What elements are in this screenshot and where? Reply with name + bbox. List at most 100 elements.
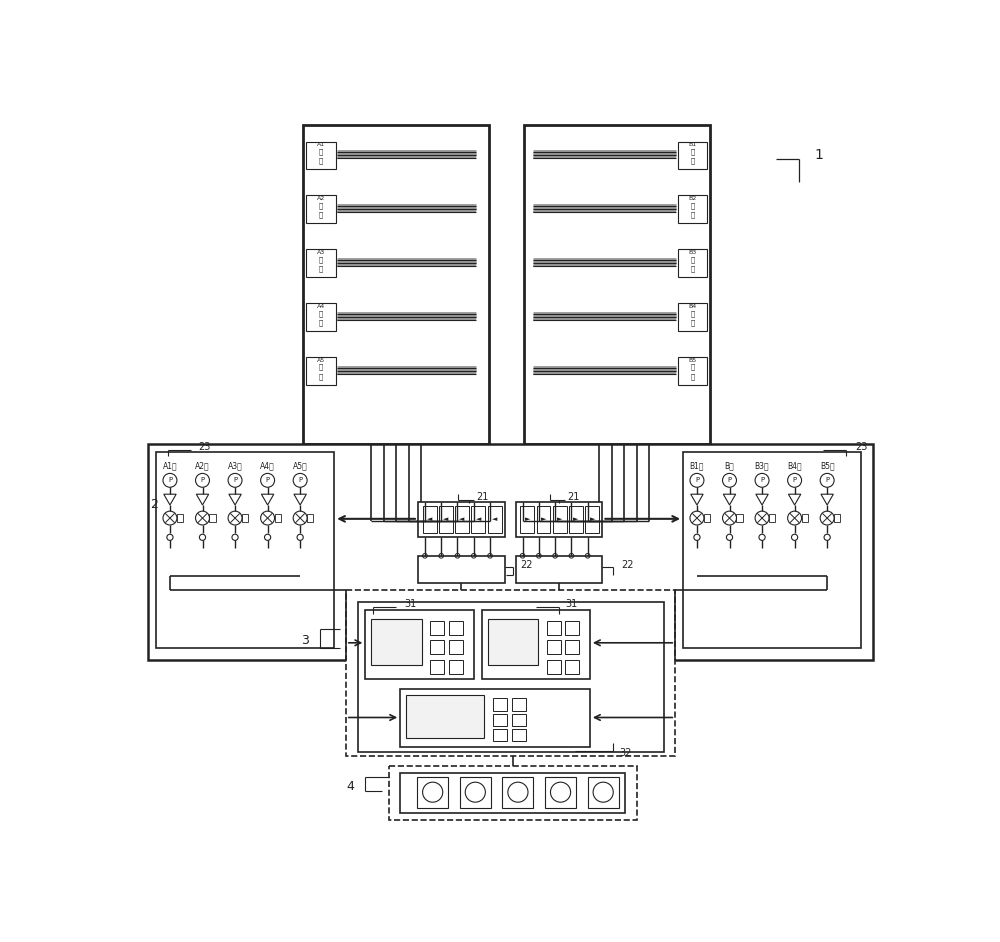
- Bar: [553, 506, 567, 532]
- Bar: [769, 514, 775, 522]
- Bar: [545, 777, 576, 807]
- Bar: [585, 506, 599, 532]
- Text: ►: ►: [590, 516, 595, 522]
- Text: 2: 2: [150, 497, 158, 511]
- Text: 传: 传: [690, 364, 694, 370]
- Text: 32: 32: [619, 748, 632, 758]
- Text: 感: 感: [690, 157, 694, 164]
- Text: B4区: B4区: [787, 462, 802, 470]
- Text: B区: B区: [725, 462, 734, 470]
- Text: 传: 传: [319, 310, 323, 317]
- Text: 3: 3: [302, 634, 309, 647]
- Bar: [678, 141, 707, 170]
- Bar: [524, 124, 710, 444]
- Text: 传: 传: [690, 310, 694, 317]
- Bar: [430, 659, 444, 674]
- Text: B2: B2: [688, 196, 696, 201]
- Bar: [516, 502, 602, 537]
- Text: P: P: [760, 478, 764, 483]
- Text: B5区: B5区: [820, 462, 834, 470]
- Text: 22: 22: [520, 560, 533, 570]
- Bar: [455, 506, 469, 532]
- Text: B1: B1: [688, 142, 696, 147]
- Text: P: P: [266, 478, 270, 483]
- Text: ◄: ◄: [459, 516, 465, 522]
- Text: 21: 21: [476, 492, 488, 501]
- Text: A2区: A2区: [195, 462, 210, 470]
- Text: 感: 感: [319, 373, 323, 380]
- Bar: [430, 641, 444, 655]
- Text: P: P: [727, 478, 732, 483]
- Text: 传: 传: [319, 364, 323, 370]
- Text: P: P: [298, 478, 302, 483]
- Text: B3区: B3区: [755, 462, 769, 470]
- Text: ◄: ◄: [443, 516, 449, 522]
- Bar: [306, 195, 336, 223]
- Text: 23: 23: [855, 442, 867, 452]
- Text: A3: A3: [317, 250, 325, 255]
- Bar: [430, 621, 444, 635]
- Text: P: P: [200, 478, 205, 483]
- Bar: [488, 619, 538, 665]
- Bar: [565, 641, 579, 655]
- Bar: [493, 729, 507, 741]
- Bar: [449, 641, 463, 655]
- Text: ►: ►: [557, 516, 562, 522]
- Text: B5: B5: [688, 358, 696, 363]
- Bar: [482, 609, 590, 679]
- Bar: [449, 659, 463, 674]
- Bar: [512, 729, 526, 741]
- Text: 31: 31: [404, 599, 416, 609]
- Text: 23: 23: [199, 442, 211, 452]
- Text: 31: 31: [565, 599, 577, 609]
- Bar: [802, 514, 808, 522]
- Bar: [520, 506, 534, 532]
- Bar: [306, 357, 336, 385]
- Text: ◄: ◄: [492, 516, 497, 522]
- Bar: [418, 556, 505, 583]
- Bar: [177, 514, 183, 522]
- Text: P: P: [168, 478, 172, 483]
- Bar: [678, 195, 707, 223]
- Text: 22: 22: [621, 560, 634, 570]
- Text: A5: A5: [317, 358, 325, 363]
- Text: A1: A1: [317, 142, 325, 147]
- Text: 传: 传: [690, 256, 694, 263]
- Bar: [365, 609, 474, 679]
- Bar: [306, 250, 336, 277]
- Bar: [460, 777, 491, 807]
- Text: ◄: ◄: [427, 516, 432, 522]
- Text: A4区: A4区: [260, 462, 275, 470]
- Text: 传: 传: [690, 203, 694, 209]
- Bar: [516, 556, 602, 583]
- Bar: [547, 621, 561, 635]
- Bar: [418, 502, 505, 537]
- Bar: [512, 698, 526, 710]
- Bar: [678, 303, 707, 331]
- Text: A1区: A1区: [163, 462, 177, 470]
- Bar: [736, 514, 743, 522]
- Bar: [306, 141, 336, 170]
- Text: B3: B3: [688, 250, 696, 255]
- Text: 传: 传: [319, 148, 323, 154]
- Bar: [400, 773, 625, 813]
- Bar: [417, 777, 448, 807]
- Bar: [502, 777, 533, 807]
- Bar: [565, 621, 579, 635]
- Bar: [588, 777, 619, 807]
- Bar: [565, 659, 579, 674]
- Bar: [406, 695, 484, 738]
- Bar: [306, 303, 336, 331]
- Bar: [493, 714, 507, 726]
- Text: 感: 感: [319, 319, 323, 326]
- Text: B1区: B1区: [690, 462, 704, 470]
- Bar: [493, 698, 507, 710]
- Text: P: P: [695, 478, 699, 483]
- Bar: [678, 357, 707, 385]
- Text: 传: 传: [690, 148, 694, 154]
- Text: A2: A2: [317, 196, 325, 201]
- Bar: [209, 514, 216, 522]
- Bar: [678, 250, 707, 277]
- Bar: [423, 506, 437, 532]
- Text: 传: 传: [319, 203, 323, 209]
